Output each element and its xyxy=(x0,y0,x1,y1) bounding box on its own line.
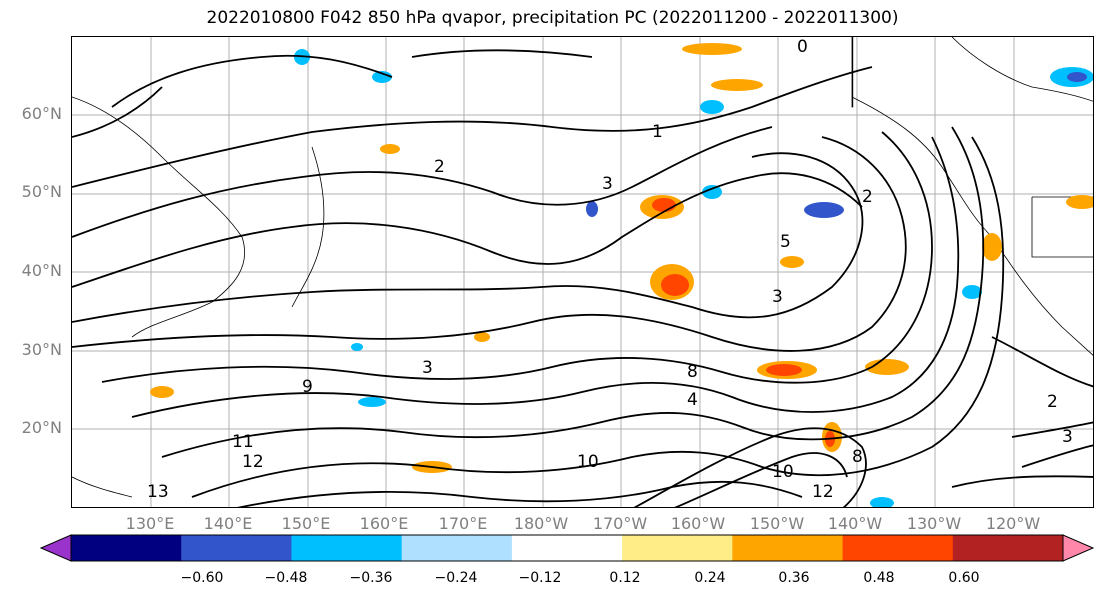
lat-label-30n: 30°N xyxy=(21,340,62,359)
lon-label-140w: 140°W xyxy=(827,514,883,533)
colorbar-tick: −0.60 xyxy=(180,570,224,586)
colorbar-extend-high xyxy=(1062,534,1095,562)
lon-label-180w: 180°W xyxy=(513,514,569,533)
colorbar-segment xyxy=(71,535,182,561)
contour-label: 3 xyxy=(772,287,783,307)
contour-label: 12 xyxy=(812,482,834,502)
colorbar-segment xyxy=(401,535,513,561)
negative-anomaly-shading xyxy=(294,49,1093,507)
contour-label: 10 xyxy=(772,462,794,482)
contour-label: 2 xyxy=(862,187,873,207)
lat-label-50n: 50°N xyxy=(21,182,62,201)
colorbar-segment xyxy=(181,535,292,561)
colorbar-segment xyxy=(291,535,403,561)
lat-label-60n: 60°N xyxy=(21,104,62,123)
colorbar-tick: 0.12 xyxy=(609,570,641,586)
lon-label-150e: 150°E xyxy=(281,514,331,533)
contour-label: 2 xyxy=(1047,392,1058,412)
colorbar-segment xyxy=(511,535,623,561)
map-canvas: 0 1 2 3 5 3 2 8 9 3 4 10 11 12 13 10 8 1… xyxy=(72,37,1093,507)
figure-title: 2022010800 F042 850 hPa qvapor, precipit… xyxy=(206,8,899,28)
contour-label: 11 xyxy=(232,432,254,452)
lon-label-160w: 160°W xyxy=(670,514,726,533)
colorbar-tick: −0.12 xyxy=(518,570,562,586)
contour-label: 13 xyxy=(147,482,169,502)
contour-label: 3 xyxy=(422,358,433,378)
lon-label-170w: 170°W xyxy=(592,514,648,533)
contour-label: 4 xyxy=(687,390,698,410)
contour-label: 2 xyxy=(434,157,445,177)
contour-label: 3 xyxy=(1062,427,1073,447)
colorbar-tick: −0.24 xyxy=(434,570,478,586)
lon-label-170e: 170°E xyxy=(438,514,488,533)
positive-anomaly-shading xyxy=(150,43,1093,473)
lon-label-130e: 130°E xyxy=(125,514,175,533)
contour-label: 12 xyxy=(242,452,264,472)
contour-label: 9 xyxy=(302,377,313,397)
qvapor-contours xyxy=(72,49,1093,507)
contour-label: 0 xyxy=(797,37,808,57)
contour-label: 3 xyxy=(602,174,613,194)
map-panel: 0 1 2 3 5 3 2 8 9 3 4 10 11 12 13 10 8 1… xyxy=(71,36,1094,508)
colorbar-extend-low xyxy=(40,534,72,562)
lon-label-120w: 120°W xyxy=(985,514,1041,533)
lat-label-40n: 40°N xyxy=(21,261,62,280)
coastlines xyxy=(72,37,1093,498)
contour-label: 8 xyxy=(687,362,698,382)
lon-label-140e: 140°E xyxy=(203,514,253,533)
colorbar xyxy=(40,534,1095,562)
colorbar-segment xyxy=(952,535,1064,561)
contour-label: 10 xyxy=(577,452,599,472)
colorbar-tick: 0.36 xyxy=(778,570,810,586)
colorbar-tick: 0.48 xyxy=(863,570,895,586)
colorbar-segment xyxy=(842,535,954,561)
contour-label: 1 xyxy=(652,122,663,142)
contour-labels: 0 1 2 3 5 3 2 8 9 3 4 10 11 12 13 10 8 1… xyxy=(147,37,1073,502)
colorbar-tick: 0.60 xyxy=(948,570,980,586)
lon-label-160e: 160°E xyxy=(359,514,409,533)
graticule xyxy=(72,37,1093,507)
colorbar-tick: −0.36 xyxy=(349,570,393,586)
contour-label: 8 xyxy=(852,447,863,467)
lon-label-130w: 130°W xyxy=(906,514,962,533)
lat-label-20n: 20°N xyxy=(21,418,62,437)
colorbar-segment xyxy=(732,535,844,561)
colorbar-tick: 0.24 xyxy=(694,570,726,586)
colorbar-tick: −0.48 xyxy=(264,570,308,586)
lon-label-150w: 150°W xyxy=(749,514,805,533)
contour-label: 5 xyxy=(780,232,791,252)
colorbar-segment xyxy=(622,535,733,561)
